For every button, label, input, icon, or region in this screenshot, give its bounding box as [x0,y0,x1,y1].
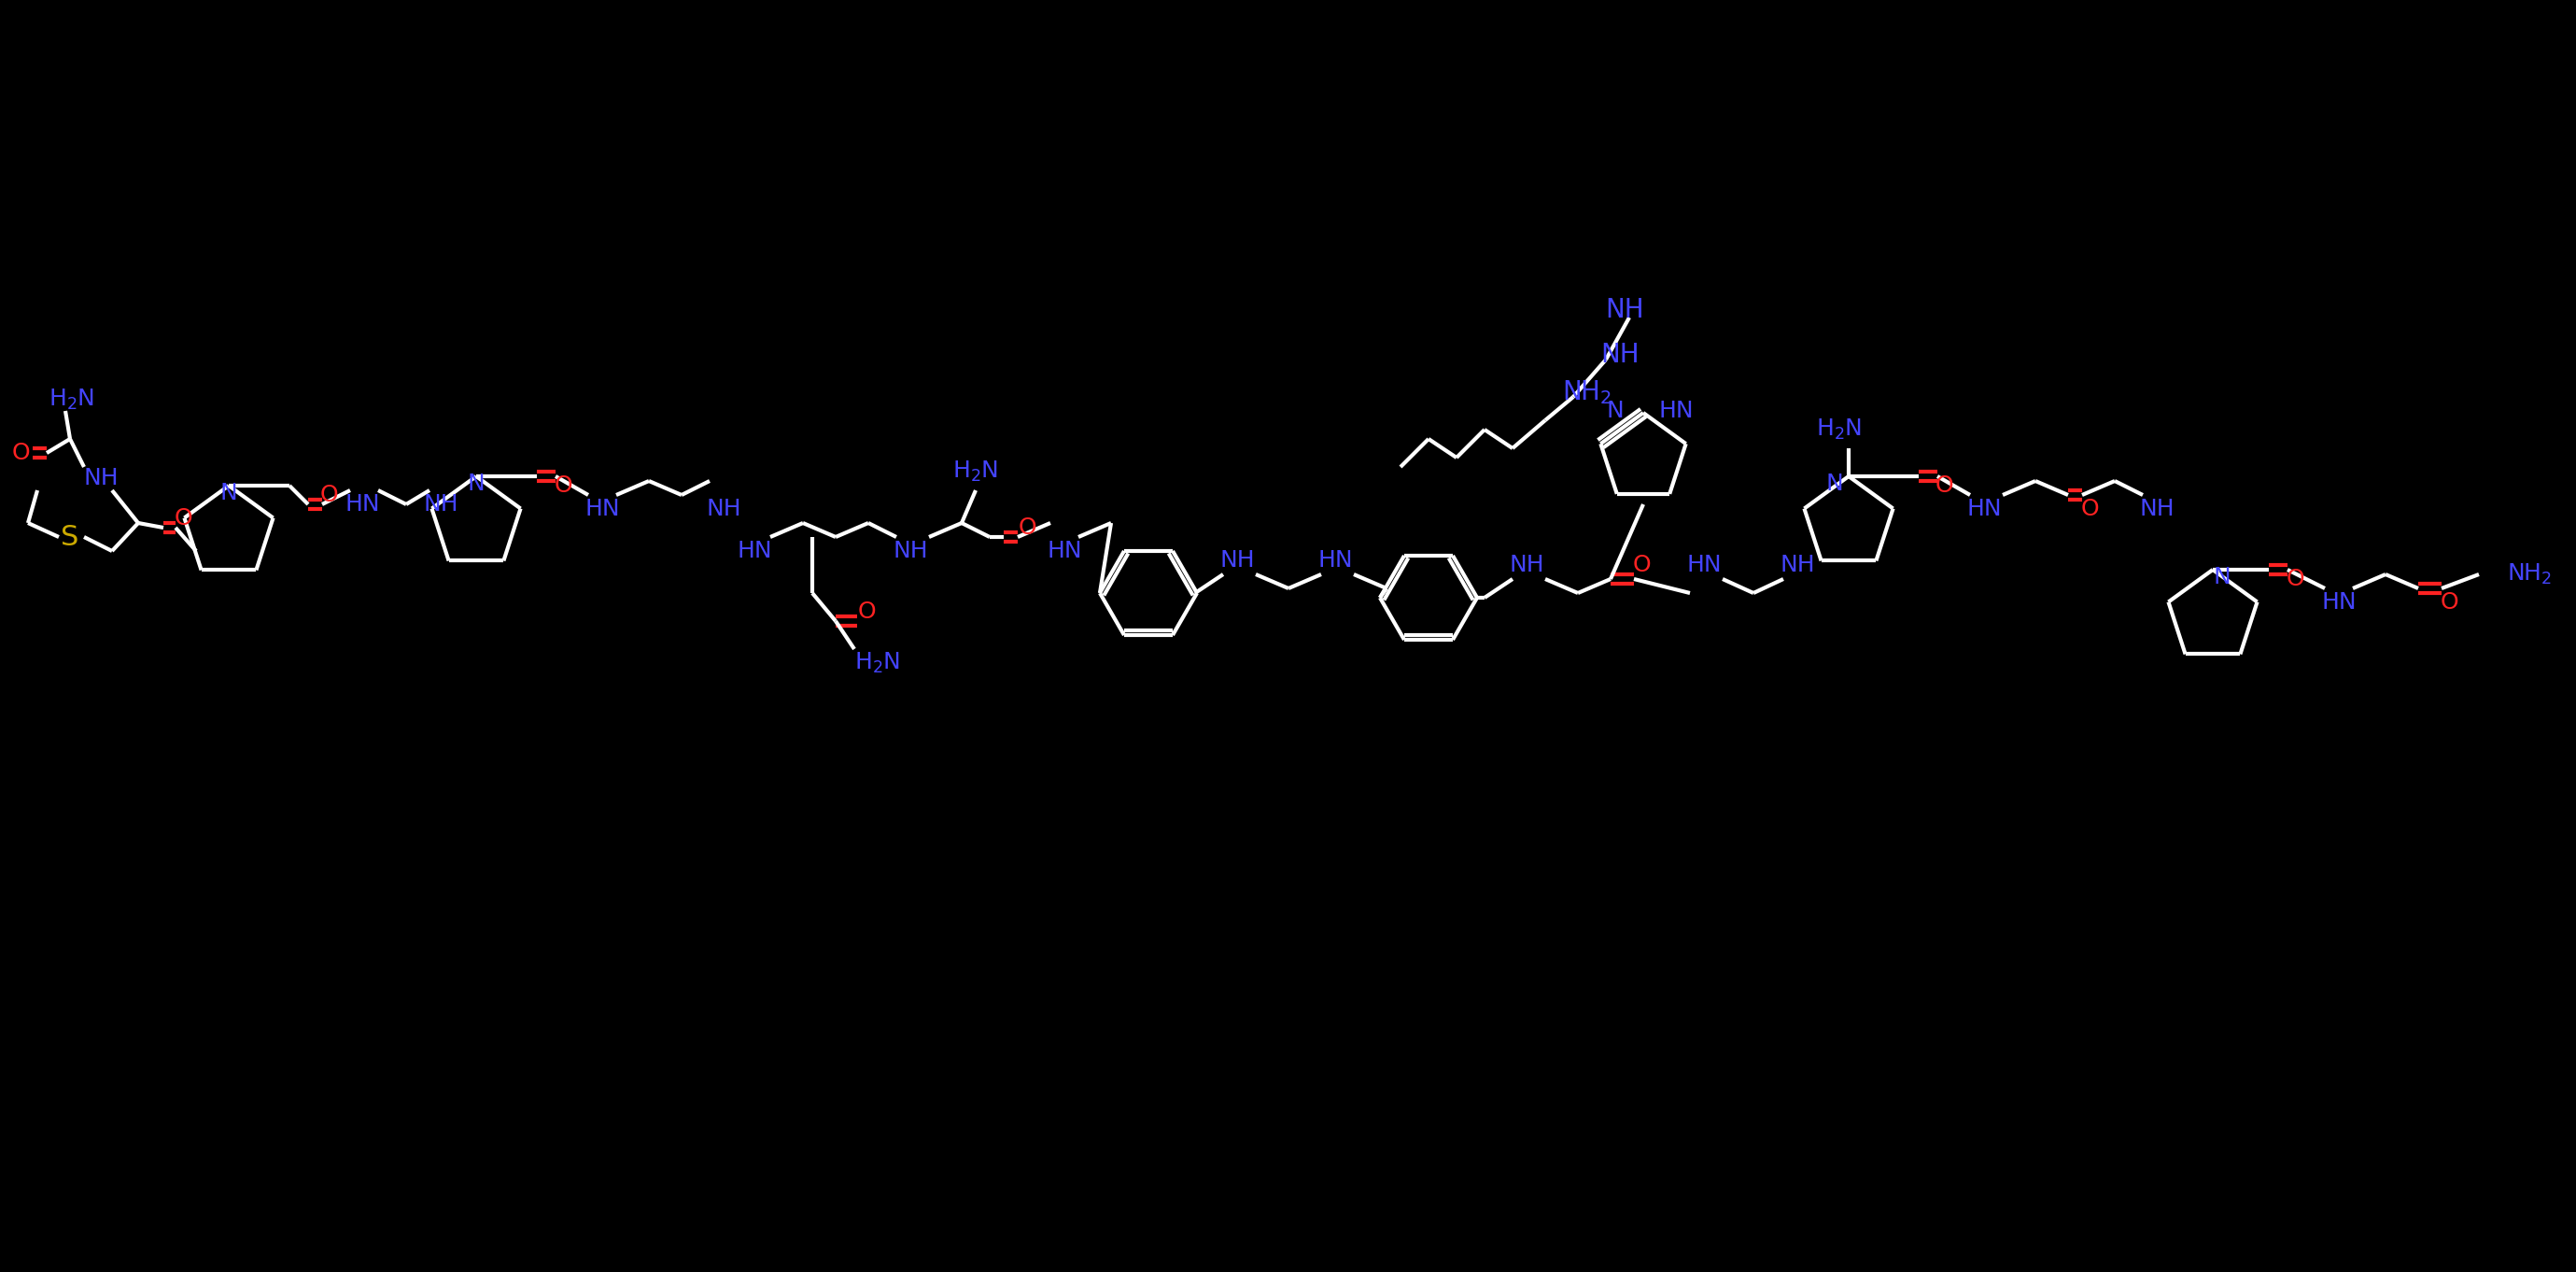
Text: O: O [1018,516,1036,539]
Text: S: S [62,524,80,551]
Text: O: O [1935,474,1953,497]
Text: NH: NH [1218,550,1255,571]
Text: HN: HN [1046,539,1082,562]
Text: NH: NH [1600,342,1638,368]
Text: NH: NH [894,539,927,562]
Text: NH: NH [1605,296,1643,323]
Text: H$_2$N: H$_2$N [1816,417,1862,441]
Text: HN: HN [1965,497,2002,520]
Text: H$_2$N: H$_2$N [49,388,95,412]
Text: O: O [173,508,193,529]
Text: O: O [858,600,876,623]
Text: HN: HN [737,539,773,562]
Text: NH: NH [422,494,459,515]
Text: O: O [10,441,31,464]
Text: NH: NH [2138,497,2174,520]
Text: HN: HN [2321,591,2357,613]
Text: NH: NH [1510,553,1543,576]
Text: O: O [2439,591,2458,613]
Text: HN: HN [1687,553,1721,576]
Text: NH: NH [706,497,742,520]
Text: N: N [1607,399,1623,422]
Text: H$_2$N: H$_2$N [953,459,999,483]
Text: NH: NH [82,467,118,490]
Text: NH: NH [1780,553,1816,576]
Text: HN: HN [1659,399,1692,422]
Text: O: O [554,474,572,497]
Text: O: O [1633,553,1651,576]
Text: O: O [319,483,337,506]
Text: H$_2$N: H$_2$N [855,651,902,675]
Text: N: N [466,473,484,495]
Text: O: O [2081,497,2099,520]
Text: N: N [2213,566,2231,589]
Text: NH$_2$: NH$_2$ [1564,378,1613,406]
Text: NH$_2$: NH$_2$ [2506,562,2553,586]
Text: HN: HN [585,497,621,520]
Text: O: O [2285,567,2303,590]
Text: N: N [1826,473,1844,495]
Text: HN: HN [345,494,379,515]
Text: N: N [219,482,237,504]
Text: HN: HN [1316,550,1352,571]
